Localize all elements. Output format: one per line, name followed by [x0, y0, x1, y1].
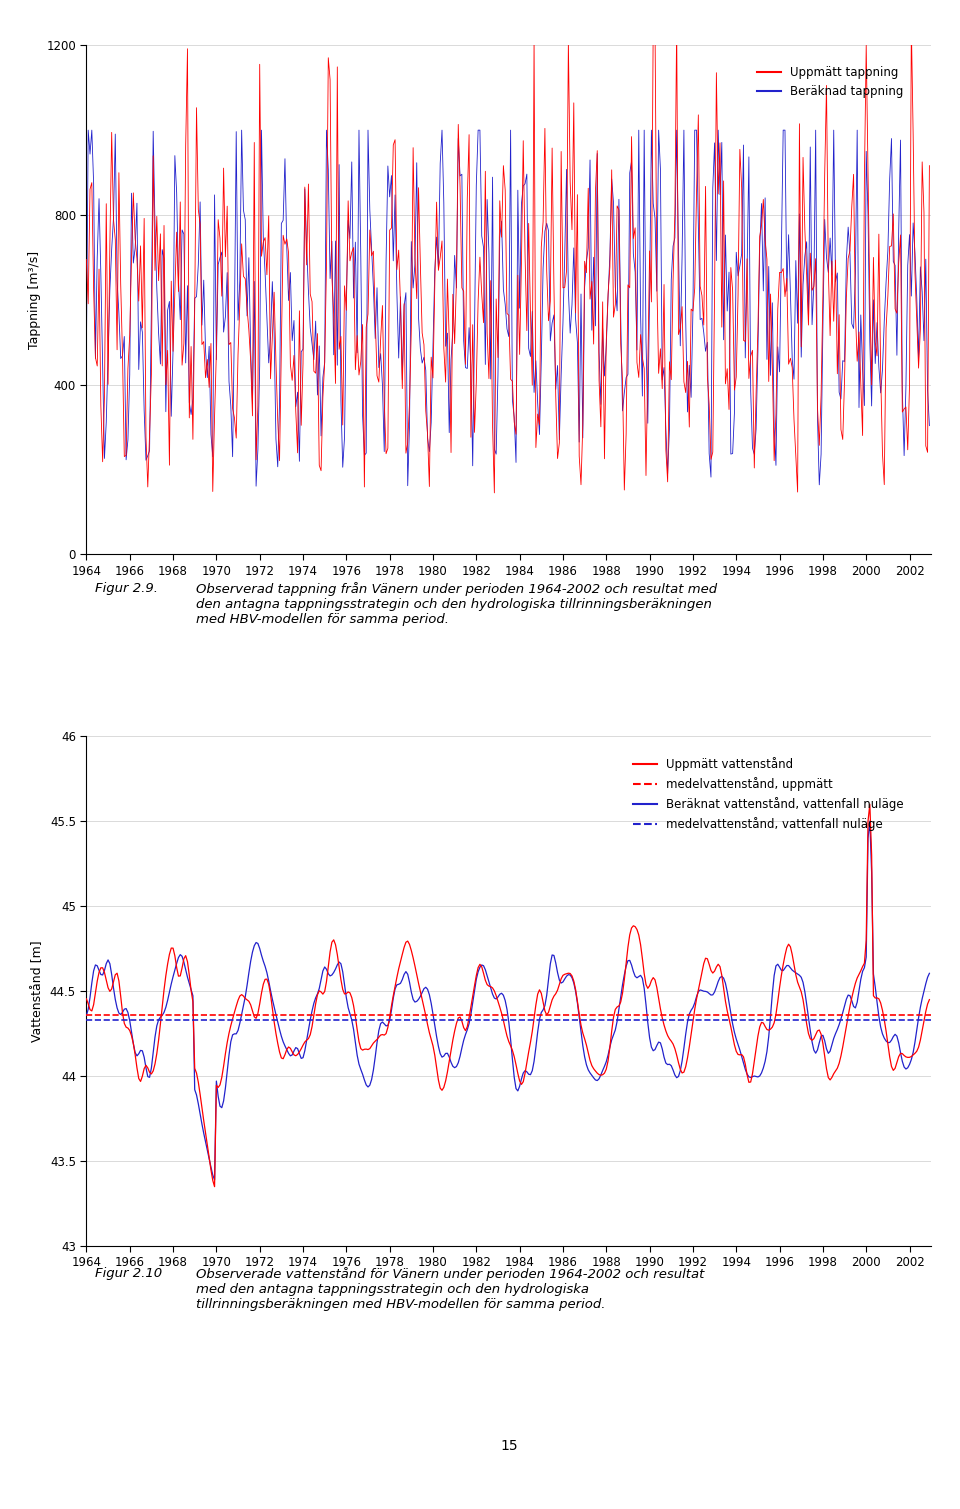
Legend: Uppmätt tappning, Beräknad tappning: Uppmätt tappning, Beräknad tappning [753, 62, 908, 103]
Text: Figur 2.10: Figur 2.10 [95, 1268, 162, 1280]
Text: Observerad tappning från Vänern under perioden 1964-2002 och resultat med
den an: Observerad tappning från Vänern under pe… [196, 582, 717, 626]
Y-axis label: Tappning [m³/s]: Tappning [m³/s] [28, 250, 40, 349]
Y-axis label: Vattenstånd [m]: Vattenstånd [m] [32, 940, 44, 1041]
Text: Figur 2.9.: Figur 2.9. [95, 582, 157, 595]
Text: Observerade vattenstånd för Vänern under perioden 1964-2002 och resultat
med den: Observerade vattenstånd för Vänern under… [196, 1268, 705, 1311]
Text: 15: 15 [500, 1438, 517, 1453]
Legend: Uppmätt vattenstånd, medelvattenstånd, uppmätt, Beräknat vattenstånd, vattenfall: Uppmätt vattenstånd, medelvattenstånd, u… [628, 753, 908, 836]
